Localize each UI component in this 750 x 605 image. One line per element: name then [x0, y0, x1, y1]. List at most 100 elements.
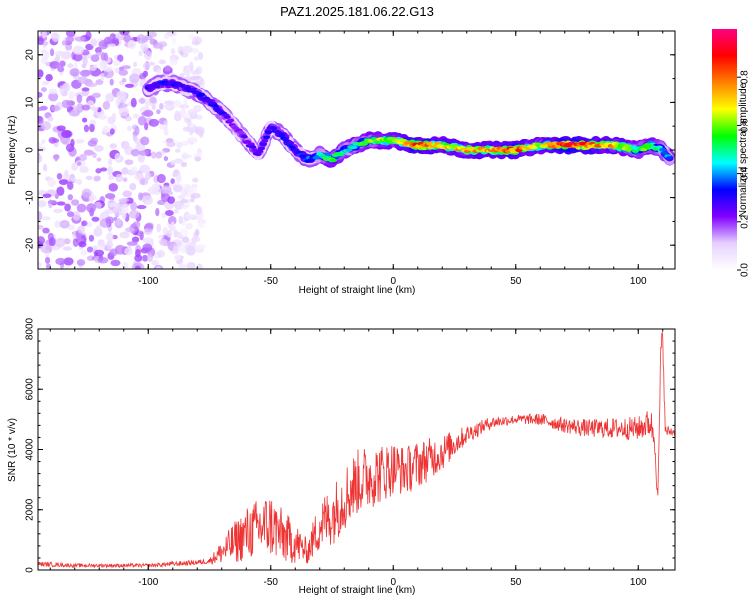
snr-x-tick-label: -50 [264, 577, 279, 588]
spectrogram-y-axis-label: Frequency (Hz) [7, 116, 18, 185]
heatmap-noise-cell [159, 44, 163, 51]
heatmap-noise-cell [159, 59, 166, 64]
heatmap-noise-cell [36, 92, 42, 98]
heatmap-noise-cell [80, 250, 87, 256]
heatmap-noise-cell [184, 185, 191, 192]
heatmap-noise-cell [143, 195, 153, 205]
heatmap-ridge-cell [224, 115, 231, 119]
heatmap-noise-cell [138, 192, 143, 200]
heatmap-noise-cell [45, 74, 52, 81]
snr-x-tick-label: -100 [138, 577, 158, 588]
heatmap-noise-cell [55, 51, 65, 56]
heatmap-ridge-cell [261, 139, 268, 143]
heatmap-noise-cell [98, 114, 107, 119]
snr-x-tick-label: 100 [630, 577, 647, 588]
heatmap-noise-cell [191, 193, 201, 199]
heatmap-noise-cell [187, 109, 197, 116]
heatmap-noise-cell [77, 162, 81, 166]
heatmap-ridge-cell [198, 93, 205, 97]
heatmap-noise-cell [97, 157, 102, 161]
heatmap-noise-cell [42, 81, 49, 86]
heatmap-noise-cell [90, 38, 97, 46]
heatmap-noise-cell [67, 63, 73, 68]
heatmap-noise-cell [119, 107, 129, 117]
heatmap-noise-cell [118, 198, 129, 202]
heatmap-noise-cell [122, 262, 129, 270]
heatmap-noise-cell [166, 230, 172, 238]
heatmap-noise-cell [174, 255, 182, 261]
heatmap-noise-cell [66, 143, 74, 152]
colorbar-tick-label: 0.8 [740, 70, 750, 84]
heatmap-noise-cell [109, 143, 117, 148]
heatmap-noise-cell [195, 126, 205, 135]
heatmap-noise-cell [152, 105, 156, 110]
heatmap-noise-cell [69, 68, 79, 76]
heatmap-noise-cell [177, 232, 182, 239]
heatmap-noise-cell [131, 149, 140, 156]
spectrogram-x-tick-label: -100 [138, 276, 158, 287]
heatmap-noise-cell [43, 194, 52, 198]
heatmap-noise-cell [138, 51, 142, 57]
heatmap-noise-cell [134, 255, 142, 262]
heatmap-noise-cell [51, 105, 60, 111]
heatmap-noise-cell [176, 173, 181, 183]
heatmap-noise-cell [181, 204, 189, 209]
heatmap-noise-cell [173, 246, 179, 255]
heatmap-noise-cell [57, 173, 62, 180]
colorbar-tick-label: 0.0 [740, 263, 750, 277]
heatmap-noise-cell [78, 77, 88, 84]
snr-y-tick-label: 8000 [25, 317, 36, 340]
heatmap-noise-cell [122, 78, 127, 83]
heatmap-noise-cell [54, 154, 58, 162]
heatmap-noise-cell [79, 166, 89, 173]
heatmap-noise-cell [99, 242, 106, 249]
heatmap-noise-cell [138, 116, 147, 126]
spectrogram-y-tick-label: 0 [25, 147, 36, 153]
heatmap-noise-cell [92, 217, 100, 222]
heatmap-noise-cell [186, 246, 196, 256]
heatmap-noise-cell [186, 262, 195, 269]
heatmap-noise-cell [111, 38, 118, 44]
heatmap-noise-cell [68, 91, 74, 100]
heatmap-noise-cell [113, 60, 121, 66]
heatmap-noise-cell [140, 43, 149, 51]
heatmap-noise-cell [94, 145, 104, 152]
heatmap-noise-cell [35, 211, 43, 221]
heatmap-noise-cell [129, 183, 136, 191]
heatmap-noise-cell [128, 40, 136, 49]
heatmap-ridge-cell [249, 145, 256, 149]
heatmap-noise-cell [145, 222, 154, 229]
heatmap-ridge-cell [330, 158, 337, 162]
heatmap-noise-cell [64, 203, 71, 211]
colorbar-gradient [712, 29, 737, 270]
heatmap-noise-cell [165, 210, 174, 216]
heatmap-noise-cell [82, 188, 92, 197]
heatmap-noise-cell [41, 139, 45, 144]
heatmap-noise-cell [185, 223, 192, 230]
heatmap-noise-cell [127, 126, 132, 132]
heatmap-noise-cell [165, 65, 171, 71]
heatmap-noise-cell [53, 209, 63, 214]
heatmap-noise-cell [59, 60, 65, 66]
heatmap-noise-cell [108, 158, 112, 166]
heatmap-noise-cell [116, 91, 126, 101]
heatmap-noise-cell [49, 61, 59, 69]
spectrogram-x-tick-label: -50 [264, 276, 279, 287]
heatmap-noise-cell [85, 31, 91, 40]
heatmap-noise-cell [69, 110, 80, 116]
snr-y-tick-label: 4000 [25, 438, 36, 461]
heatmap-noise-cell [103, 101, 110, 110]
heatmap-noise-cell [92, 93, 101, 98]
heatmap-noise-cell [86, 203, 96, 213]
heatmap-noise-cell [187, 119, 192, 126]
heatmap-ridge-cell [659, 148, 666, 152]
spectrogram-x-tick-label: 50 [510, 276, 522, 287]
heatmap-noise-cell [71, 178, 78, 182]
heatmap-noise-cell [48, 116, 54, 121]
heatmap-ridge-cell [287, 141, 294, 145]
heatmap-noise-cell [177, 195, 185, 199]
heatmap-noise-cell [170, 160, 176, 166]
heatmap-noise-cell [195, 156, 202, 161]
